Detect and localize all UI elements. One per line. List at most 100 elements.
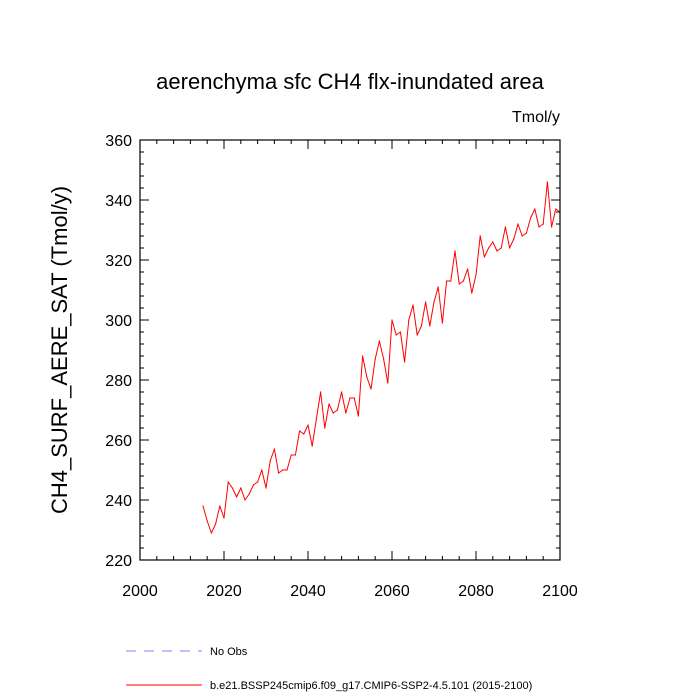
data-point — [395, 334, 397, 336]
data-point — [244, 499, 246, 501]
data-point — [383, 358, 385, 360]
data-point — [450, 280, 452, 282]
data-point — [374, 358, 376, 360]
data-point — [332, 412, 334, 414]
data-point — [462, 280, 464, 282]
data-point — [471, 292, 473, 294]
data-point — [483, 256, 485, 258]
data-point — [517, 223, 519, 225]
data-point — [412, 304, 414, 306]
data-point — [366, 376, 368, 378]
data-point — [362, 355, 364, 357]
data-point — [307, 424, 309, 426]
y-tick-label: 320 — [105, 253, 132, 270]
data-point — [530, 217, 532, 219]
series-points — [202, 181, 561, 534]
data-point — [551, 226, 553, 228]
data-point — [492, 241, 494, 243]
data-point — [475, 274, 477, 276]
legend-model-label: b.e21.BSSP245cmip6.f09_g17.CMIP6-SSP2-4.… — [210, 680, 532, 692]
data-point — [387, 382, 389, 384]
data-point — [210, 532, 212, 534]
data-point — [320, 391, 322, 393]
data-point — [290, 454, 292, 456]
data-point — [299, 430, 301, 432]
data-point — [479, 235, 481, 237]
data-point — [345, 412, 347, 414]
data-point — [324, 427, 326, 429]
data-point — [454, 250, 456, 252]
axis-ticks — [139, 139, 561, 561]
data-point — [446, 280, 448, 282]
data-point — [437, 286, 439, 288]
data-point — [278, 472, 280, 474]
series-line — [202, 181, 561, 534]
data-point — [219, 505, 221, 507]
data-point — [404, 361, 406, 363]
data-point — [315, 418, 317, 420]
data-point — [555, 208, 557, 210]
data-point — [500, 247, 502, 249]
data-point — [429, 325, 431, 327]
data-point — [257, 481, 259, 483]
y-tick-label: 280 — [105, 373, 132, 390]
legend: No Obs b.e21.BSSP245cmip6.f09_g17.CMIP6-… — [126, 646, 532, 692]
data-point — [202, 505, 204, 507]
data-point — [336, 409, 338, 411]
axis-tick-labels: 2000 2020 2040 2060 2080 2100 220 240 260 280 300 3… — [105, 133, 578, 600]
data-point — [294, 454, 296, 456]
data-point — [542, 223, 544, 225]
y-tick-label: 220 — [105, 553, 132, 570]
x-tick-label: 2000 — [122, 583, 158, 600]
data-point — [513, 238, 515, 240]
y-tick-label: 300 — [105, 313, 132, 330]
data-point — [223, 517, 225, 519]
x-tick-label: 2080 — [458, 583, 494, 600]
data-point — [496, 250, 498, 252]
data-point — [378, 340, 380, 342]
data-point — [534, 208, 536, 210]
data-point — [509, 247, 511, 249]
data-point — [240, 487, 242, 489]
data-point — [488, 247, 490, 249]
data-point — [286, 469, 288, 471]
data-point — [441, 322, 443, 324]
data-point — [261, 469, 263, 471]
data-point — [408, 319, 410, 321]
data-point — [328, 403, 330, 405]
data-point — [236, 496, 238, 498]
data-point — [269, 460, 271, 462]
y-tick-label: 240 — [105, 493, 132, 510]
x-tick-label: 2100 — [542, 583, 578, 600]
data-point — [546, 181, 549, 183]
data-point — [391, 319, 393, 321]
data-point — [357, 415, 359, 417]
data-point — [311, 445, 313, 447]
data-point — [521, 235, 523, 237]
data-point — [370, 388, 372, 390]
data-point — [353, 397, 355, 399]
data-point — [341, 391, 343, 393]
y-tick-label: 260 — [105, 433, 132, 450]
data-point — [349, 397, 351, 399]
data-point — [420, 325, 422, 327]
data-point — [467, 268, 469, 270]
data-point — [525, 232, 528, 234]
y-tick-label: 360 — [105, 133, 132, 150]
data-point — [248, 493, 250, 495]
data-point — [303, 433, 305, 435]
data-point — [227, 481, 229, 483]
data-point — [399, 331, 401, 333]
data-point — [206, 520, 208, 522]
data-point — [215, 523, 217, 525]
plot-frame — [139, 139, 561, 561]
data-point — [458, 283, 460, 285]
data-point — [538, 226, 540, 228]
legend-no-obs-label: No Obs — [210, 646, 248, 658]
data-point — [273, 448, 275, 450]
y-tick-label: 340 — [105, 193, 132, 210]
data-point — [231, 487, 233, 489]
data-point — [416, 334, 418, 336]
units-label: Tmol/y — [512, 109, 560, 126]
